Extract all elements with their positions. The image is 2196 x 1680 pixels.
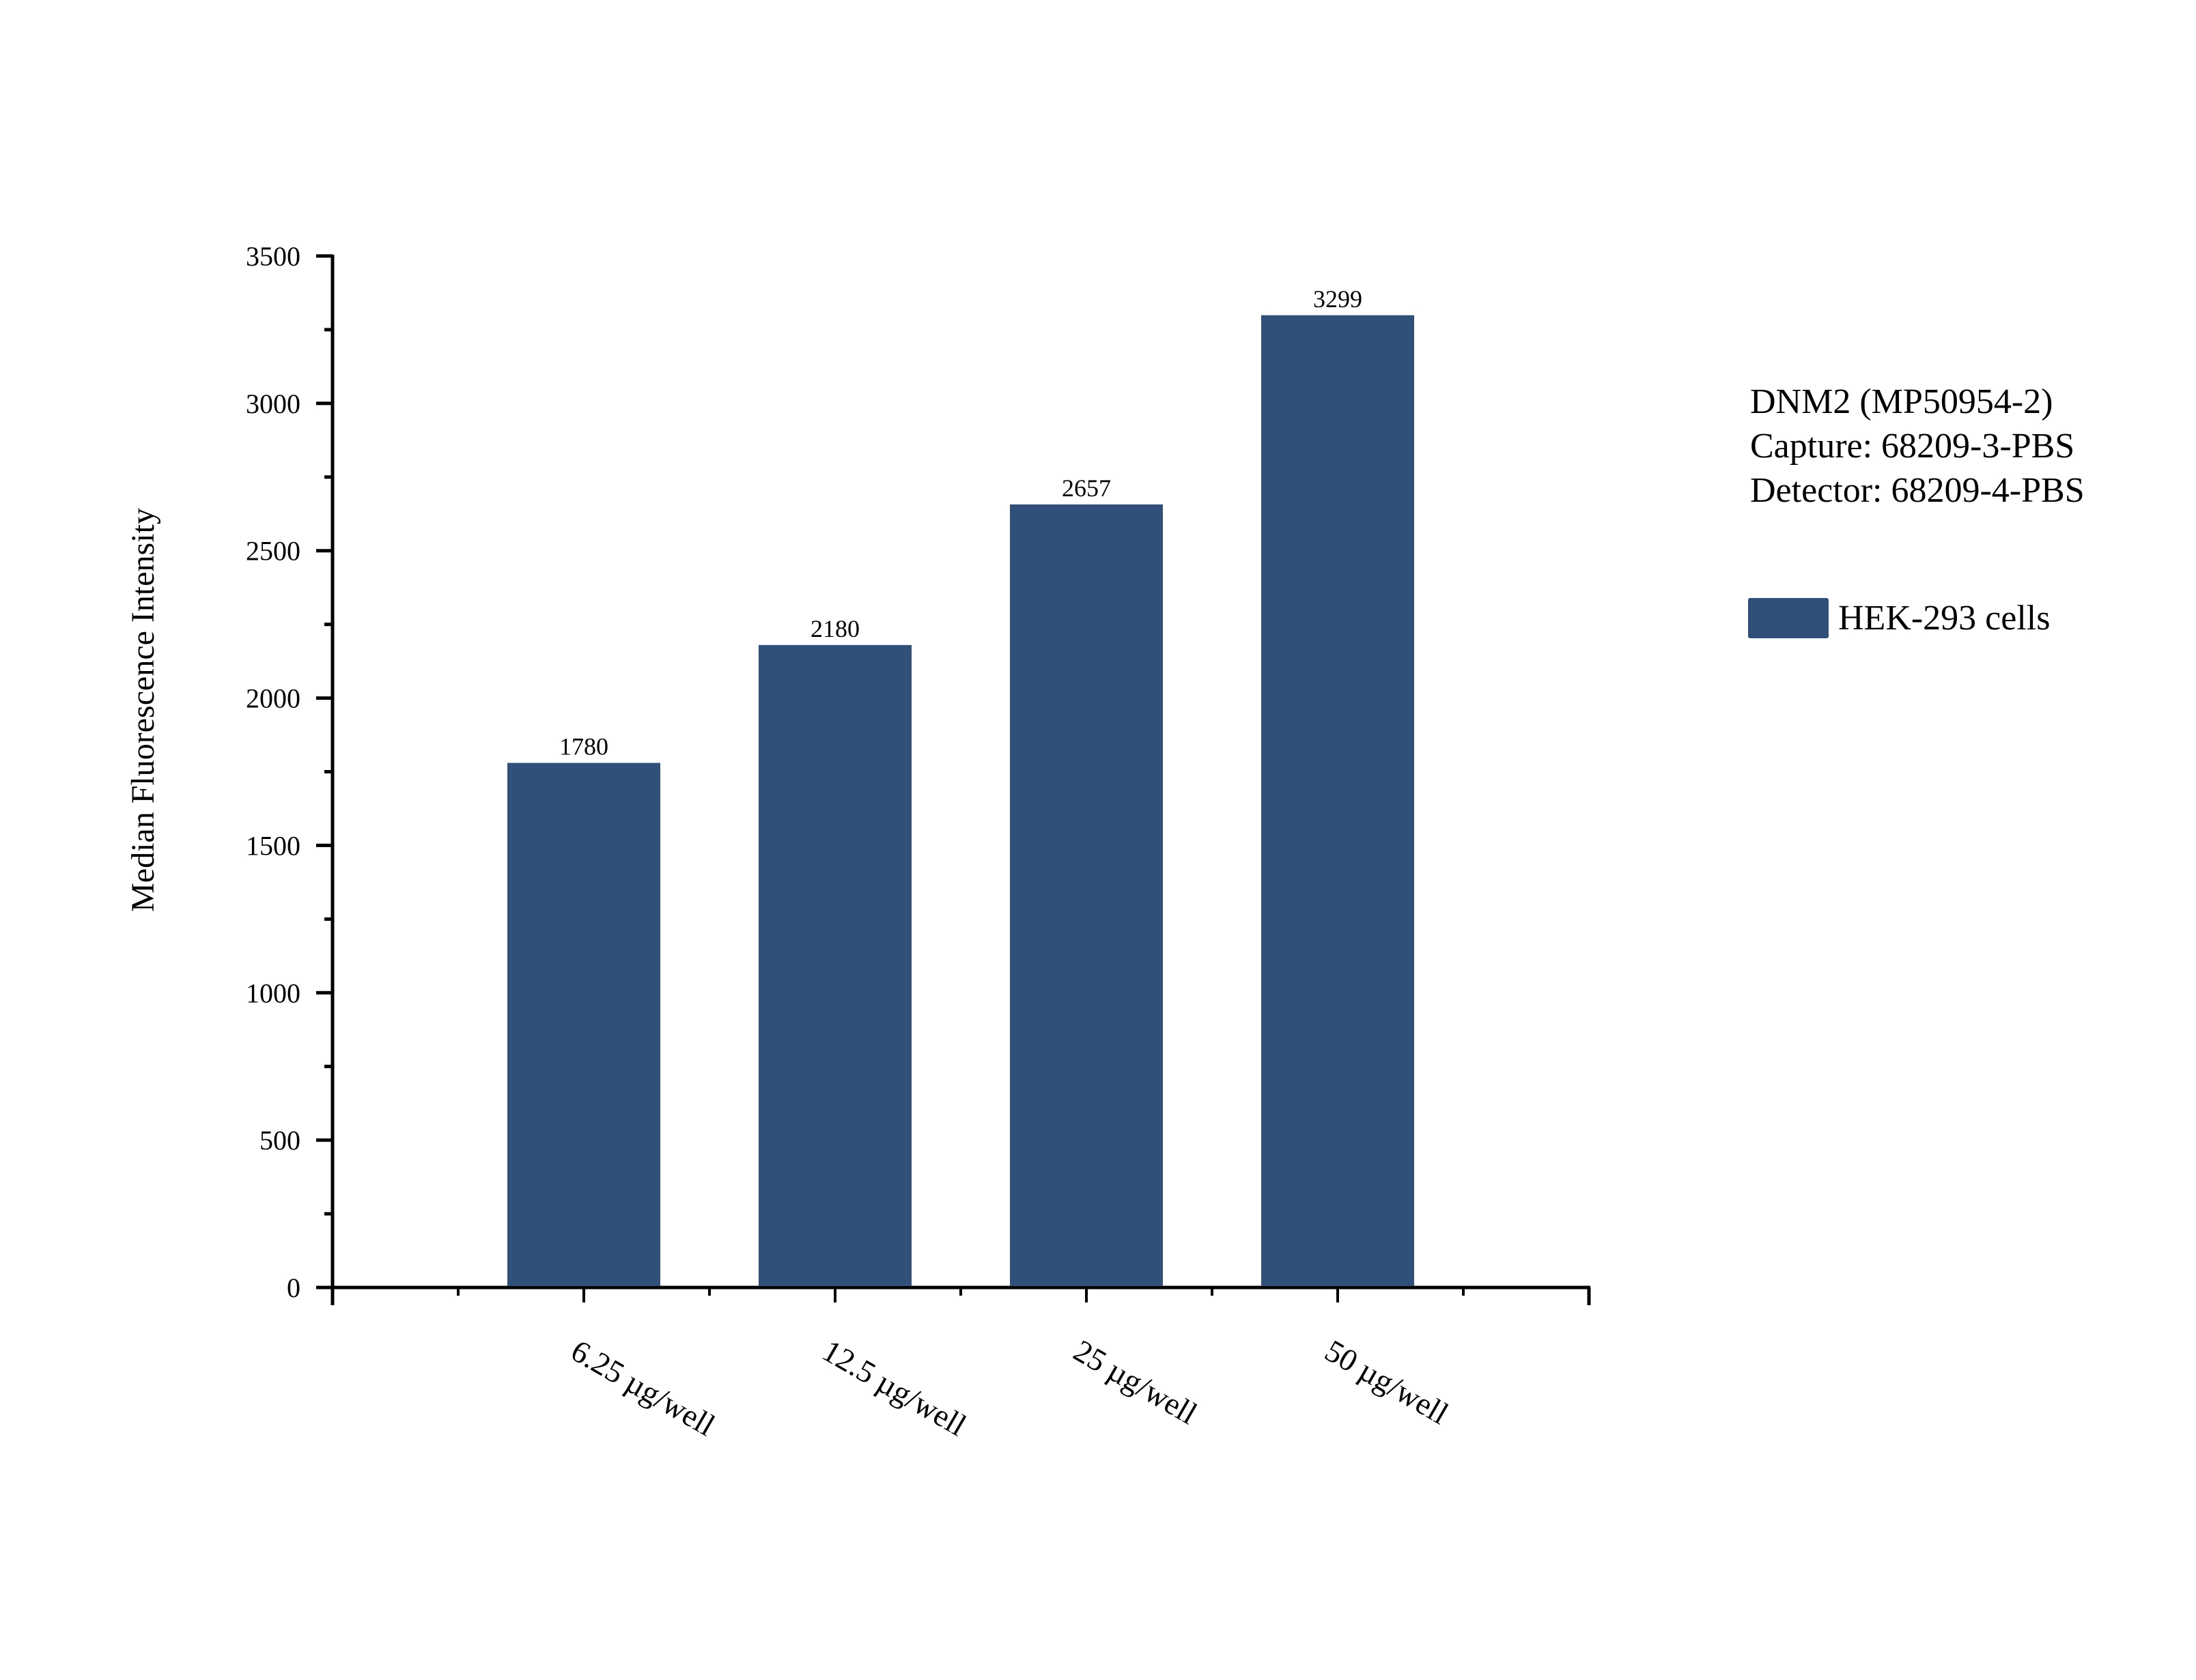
x-axis (316, 1285, 1591, 1305)
y-axis-title: Median Fluorescence Intensity (125, 508, 161, 912)
x-tick-label: 12.5 µg/well (817, 1333, 972, 1442)
bars-group (507, 315, 1414, 1287)
bar-value-label: 3299 (1313, 285, 1362, 313)
chart-annotation: DNM2 (MP50954-2) Capture: 68209-3-PBS De… (1750, 380, 2085, 513)
y-tick-label: 500 (259, 1125, 300, 1156)
x-tick-label: 25 µg/well (1068, 1333, 1203, 1431)
annotation-line-detector: Detector: 68209-4-PBS (1750, 471, 2085, 510)
x-tick-label: 50 µg/well (1319, 1333, 1454, 1431)
x-tick-label: 6.25 µg/well (565, 1333, 721, 1442)
y-tick-label: 0 (287, 1272, 300, 1303)
data-labels-group: 1780 2180 2657 3299 (559, 285, 1362, 760)
bar-value-label: 2180 (811, 615, 860, 642)
legend-swatch (1748, 598, 1829, 638)
y-tick-label: 3000 (246, 388, 300, 419)
bar-value-label: 1780 (559, 733, 608, 760)
legend-item: HEK-293 cells (1748, 598, 2050, 638)
y-axis: 0 500 1000 1500 2000 2500 3000 3500 (246, 241, 335, 1305)
bar (507, 763, 660, 1286)
y-axis-title-group: Median Fluorescence Intensity (125, 508, 161, 912)
y-tick-label: 1000 (246, 978, 300, 1008)
y-tick-label: 2000 (246, 683, 300, 714)
bar-value-label: 2657 (1062, 474, 1111, 502)
y-tick-label: 2500 (246, 536, 300, 567)
bar (1010, 504, 1163, 1287)
annotation-line-target: DNM2 (MP50954-2) (1750, 382, 2053, 421)
x-tick-labels-group: 6.25 µg/well 12.5 µg/well 25 µg/well 50 µg/… (565, 1333, 1454, 1442)
bar (1261, 315, 1414, 1287)
bar (759, 644, 912, 1286)
y-tick-label: 3500 (246, 241, 300, 272)
y-tick-label: 1500 (246, 830, 300, 861)
legend-label: HEK-293 cells (1838, 599, 2051, 638)
annotation-line-capture: Capture: 68209-3-PBS (1750, 427, 2075, 466)
